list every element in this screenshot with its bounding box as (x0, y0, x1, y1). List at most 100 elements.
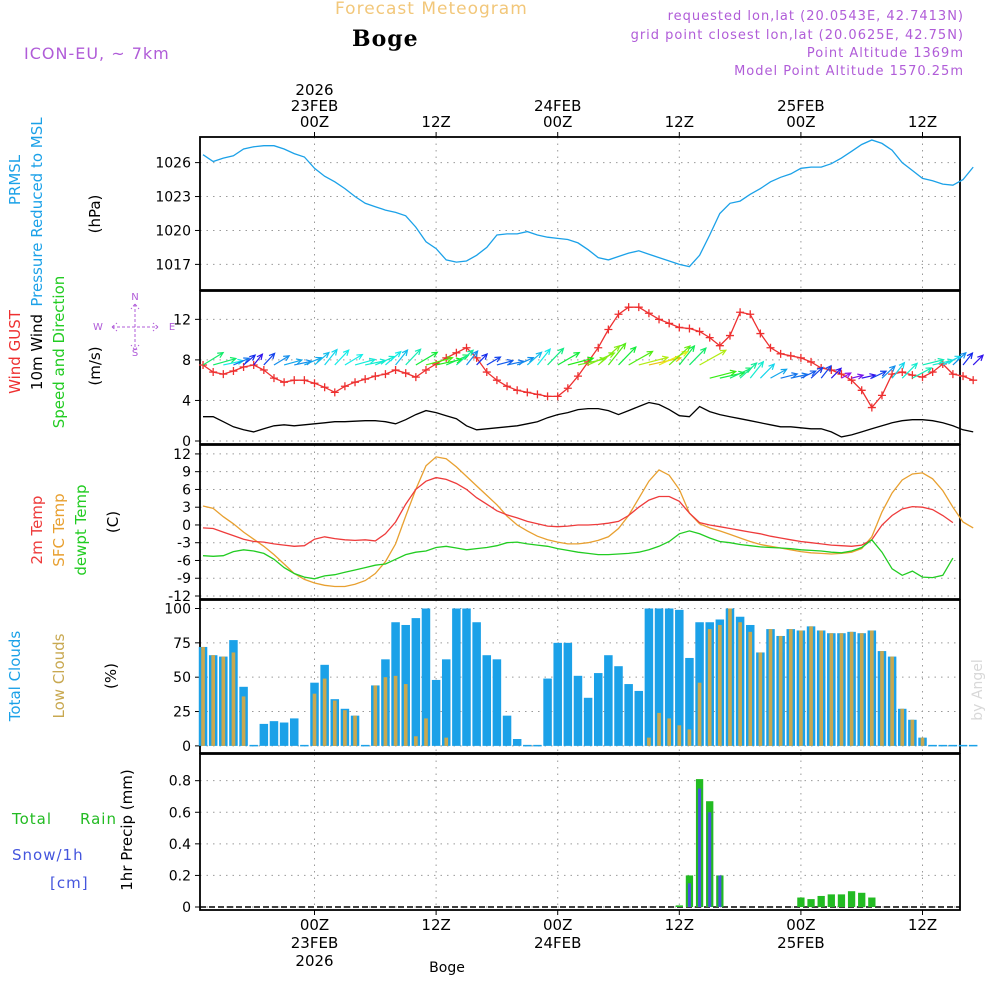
wind-arrow-head (573, 351, 581, 358)
top-axis-date-label: 25FEB (777, 97, 824, 115)
precip-total-label: Total (11, 810, 52, 828)
footer-location: Boge (429, 960, 465, 976)
y-tick-label: 0 (182, 518, 191, 534)
low-cloud-bar (819, 630, 823, 746)
total-cloud-bar (634, 690, 644, 746)
top-axis-date-label: 23FEB (291, 97, 338, 115)
wind-arrow-head (880, 370, 888, 377)
total-cloud-bar (553, 642, 562, 746)
wind-direction-arrow (202, 351, 225, 366)
temp-dewpt-label: dewpt Temp (72, 484, 90, 575)
total-cloud-bar (289, 718, 299, 746)
wind-arrow-shaft (466, 350, 479, 366)
wind-arrow-shaft (395, 349, 408, 366)
wind-unit-label: (m/s) (86, 346, 104, 385)
wind-direction-arrow (314, 351, 330, 366)
wind-arrow-head (446, 356, 454, 363)
wind-arrow-head (729, 369, 738, 376)
wind-arrow-head (467, 349, 475, 357)
model-point-altitude: Model Point Altitude 1570.25m (734, 64, 964, 79)
gust-marker (827, 366, 836, 375)
gust-marker (705, 333, 714, 342)
wind-arrow-shaft (354, 358, 376, 366)
precip-unit-label: 1hr Precip (mm) (118, 769, 136, 890)
wind-arrow-head (322, 351, 330, 359)
gust-marker (776, 349, 785, 358)
y-tick-label: 0 (182, 739, 191, 755)
total-cloud-bar (675, 609, 684, 746)
wind-arrow-shaft (841, 372, 852, 379)
wind-arrow-shaft (506, 360, 524, 366)
wind-arrow-head (619, 342, 627, 350)
wind-arrow-shaft (607, 343, 626, 366)
wind-arrow-head (414, 348, 422, 356)
wind-arrow-shaft (243, 354, 256, 366)
wind-arrow-shaft (283, 359, 302, 366)
gust-marker (523, 388, 532, 397)
gust-marker (898, 368, 907, 377)
wind-arrow-head (455, 357, 464, 364)
bottom-axis-date-label: 25FEB (777, 934, 824, 952)
total-cloud-bar (421, 608, 431, 746)
y-tick-label: 1026 (155, 156, 191, 172)
gust-marker (219, 370, 228, 379)
y-tick-label: 0.2 (169, 868, 191, 884)
bottom-axis-date-label: 24FEB (534, 934, 581, 952)
gust-marker (411, 373, 420, 382)
precip-snow-label: Snow/1h (12, 846, 84, 864)
wind-arrow-head (646, 350, 654, 357)
wind-arrow-shaft (972, 354, 984, 366)
gust-marker (614, 310, 623, 319)
gust-marker (604, 325, 613, 334)
rain-bar (858, 892, 866, 907)
low-cloud-bar (707, 629, 712, 746)
gust-marker (259, 366, 268, 375)
total-cloud-bar (938, 744, 948, 747)
wind-arrow-shaft (314, 352, 330, 366)
low-cloud-bar (373, 685, 378, 746)
wind-direction-arrow (699, 349, 728, 366)
total-cloud-bar (462, 608, 471, 746)
wind-direction-arrow (567, 356, 595, 366)
wind-direction-arrow (628, 350, 654, 366)
wind-arrow-head (431, 351, 439, 358)
gust-marker (837, 370, 846, 379)
wind-arrow-shaft (455, 349, 474, 366)
wind-arrow-shaft (780, 373, 798, 379)
wind-direction-arrow (486, 356, 502, 366)
wind-arrow-shaft (202, 352, 224, 366)
snow-bar (708, 812, 712, 907)
wind-direction-arrow (759, 363, 776, 379)
precip-snow-unit: [cm] (50, 874, 89, 892)
total-cloud-bar (482, 655, 492, 746)
low-cloud-bar (221, 656, 226, 746)
total-cloud-bar (512, 739, 522, 746)
wind-arrow-head (768, 363, 776, 370)
panel-frame (199, 290, 961, 445)
gust-marker (594, 343, 603, 352)
wind-arrow-head (750, 362, 758, 369)
wind-arrow-shaft (516, 357, 534, 366)
wind-arrow-head (368, 357, 377, 364)
panel-frame (199, 753, 961, 911)
wind-arrow-head (889, 365, 896, 372)
low-cloud-bar (383, 677, 388, 746)
wind-direction-arrow (213, 356, 238, 366)
wind-arrow-head (661, 355, 670, 362)
wind-direction-arrow (415, 351, 439, 366)
wind-arrow-head (401, 349, 409, 357)
wind-arrow-shaft (851, 374, 864, 379)
wind-direction-arrow (466, 350, 479, 366)
low-cloud-bar (343, 710, 347, 746)
y-tick-label: 50 (173, 670, 191, 686)
wind-arrow-shaft (375, 356, 395, 366)
low-cloud-bar (403, 684, 408, 746)
wind-arrow-head (527, 356, 535, 363)
wind-arrow-shaft (891, 362, 905, 379)
wind-arrow-head (809, 370, 818, 377)
gust-marker (391, 366, 400, 375)
gust-marker (644, 309, 653, 318)
panel-frame (199, 444, 961, 600)
gust-marker (665, 319, 674, 328)
